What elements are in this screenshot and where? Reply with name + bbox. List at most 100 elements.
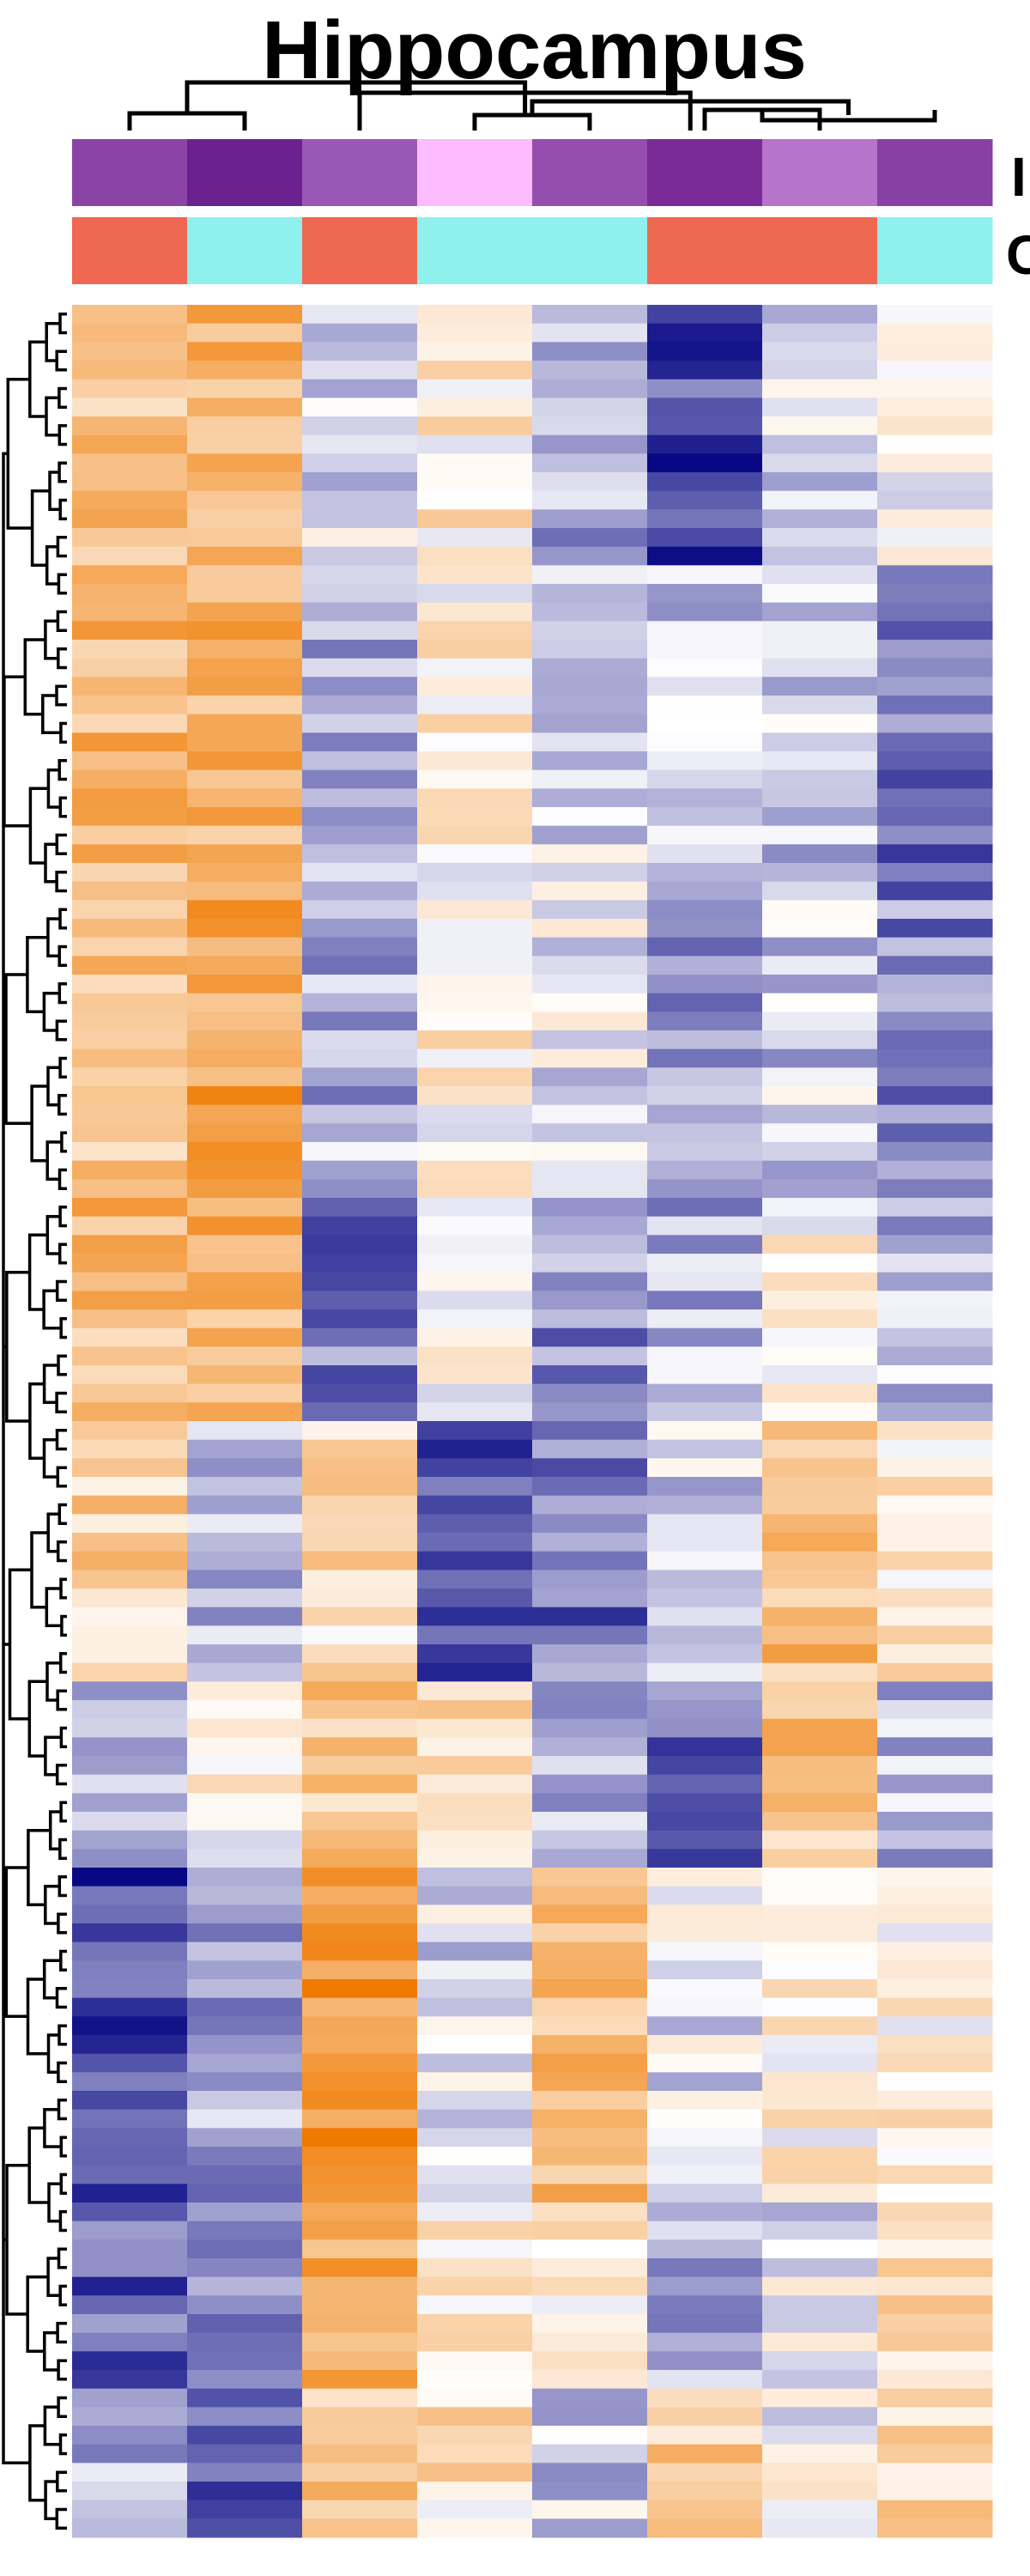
heatmap-cell [762, 825, 878, 845]
heatmap-cell [877, 621, 993, 641]
heatmap-cell [302, 1048, 418, 1068]
heatmap-cell [187, 1960, 303, 1980]
heatmap-cell [302, 807, 418, 827]
heatmap-cell [877, 1941, 993, 1961]
heatmap-cell [647, 1179, 763, 1199]
heatmap-cell [302, 956, 418, 975]
heatmap-cell [762, 1905, 878, 1924]
heatmap-cell [532, 807, 648, 827]
heatmap-cell [417, 807, 533, 827]
heatmap-cell [532, 751, 648, 771]
heatmap-cell [187, 1905, 303, 1924]
heatmap-cell [72, 2221, 188, 2240]
heatmap-cell [762, 1048, 878, 1068]
heatmap-cell [72, 602, 188, 622]
heatmap-cell [877, 1830, 993, 1850]
heatmap-cell [532, 2500, 648, 2519]
heatmap-cell [302, 1216, 418, 1236]
heatmap-cell [187, 528, 303, 548]
annotation-cell-2 [417, 217, 533, 284]
heatmap-cell [532, 1439, 648, 1459]
heatmap-cell [72, 2388, 188, 2408]
heatmap-cell [647, 2091, 763, 2111]
heatmap-cell [647, 2482, 763, 2501]
heatmap-cell [877, 528, 993, 548]
heatmap-cell [647, 956, 763, 975]
heatmap-cell [762, 2147, 878, 2166]
heatmap-cell [302, 2295, 418, 2315]
heatmap-cell [877, 788, 993, 808]
heatmap-cell [762, 1589, 878, 1608]
heatmap-cell [877, 379, 993, 398]
heatmap-cell [187, 769, 303, 789]
heatmap-cell [877, 2258, 993, 2278]
heatmap-cell [647, 881, 763, 901]
heatmap-cell [72, 1160, 188, 1180]
heatmap-cell [877, 416, 993, 436]
heatmap-cell [877, 1849, 993, 1868]
heatmap-cell [72, 398, 188, 417]
heatmap-cell [762, 1793, 878, 1813]
heatmap-cell [187, 2444, 303, 2464]
heatmap-cell [302, 2276, 418, 2296]
heatmap-cell [302, 1235, 418, 1255]
heatmap-cell [302, 398, 418, 417]
heatmap-cell [647, 1551, 763, 1571]
heatmap-cell [647, 2147, 763, 2166]
heatmap-cell [647, 2016, 763, 2036]
heatmap-cell [72, 453, 188, 473]
heatmap-cell [417, 2500, 533, 2519]
heatmap-cell [877, 807, 993, 827]
heatmap-cell [647, 565, 763, 585]
heatmap-cell [302, 1551, 418, 1571]
heatmap-cell [302, 658, 418, 677]
heatmap-cell [762, 416, 878, 436]
heatmap-cell [187, 1346, 303, 1366]
heatmap-cell [762, 1309, 878, 1329]
heatmap-cell [532, 361, 648, 380]
heatmap-cell [302, 2165, 418, 2184]
heatmap-cell [877, 1812, 993, 1832]
heatmap-cell [647, 677, 763, 696]
heatmap-cell [532, 1793, 648, 1813]
heatmap-cell [647, 453, 763, 473]
heatmap-cell [187, 1067, 303, 1087]
heatmap-cell [72, 2370, 188, 2390]
heatmap-cell [877, 1905, 993, 1924]
heatmap-cell [187, 565, 303, 585]
heatmap-cell [72, 788, 188, 808]
heatmap-cell [187, 1570, 303, 1589]
heatmap-cell [877, 769, 993, 789]
heatmap-cell [417, 1830, 533, 1850]
heatmap-cell [532, 1421, 648, 1441]
heatmap-cell [417, 453, 533, 473]
heatmap-cell [532, 565, 648, 585]
heatmap-cell [647, 416, 763, 436]
heatmap-cell [302, 714, 418, 733]
heatmap-cell [877, 2165, 993, 2184]
heatmap-cell [532, 509, 648, 529]
heatmap-cell [647, 1960, 763, 1980]
heatmap-cell [762, 2444, 878, 2464]
heatmap-cell [72, 565, 188, 585]
heatmap-cell [187, 1439, 303, 1459]
heatmap-cell [762, 2128, 878, 2148]
heatmap-cell [187, 714, 303, 733]
heatmap-cell [72, 769, 188, 789]
heatmap-cell [72, 1941, 188, 1961]
heatmap-cell [72, 640, 188, 659]
heatmap-cell [417, 2053, 533, 2073]
heatmap-cell [302, 2016, 418, 2036]
heatmap-cell [762, 2184, 878, 2203]
heatmap-cell [72, 677, 188, 696]
heatmap-cell [417, 2128, 533, 2148]
heatmap-cell [532, 1346, 648, 1366]
heatmap-cell [877, 1254, 993, 1273]
heatmap-cell [762, 2035, 878, 2055]
annotation-cell-2 [532, 217, 648, 284]
heatmap-cell [532, 2184, 648, 2203]
heatmap-cell [647, 1662, 763, 1682]
heatmap-cell [647, 621, 763, 641]
heatmap-cell [647, 1774, 763, 1794]
heatmap-cell [762, 807, 878, 827]
